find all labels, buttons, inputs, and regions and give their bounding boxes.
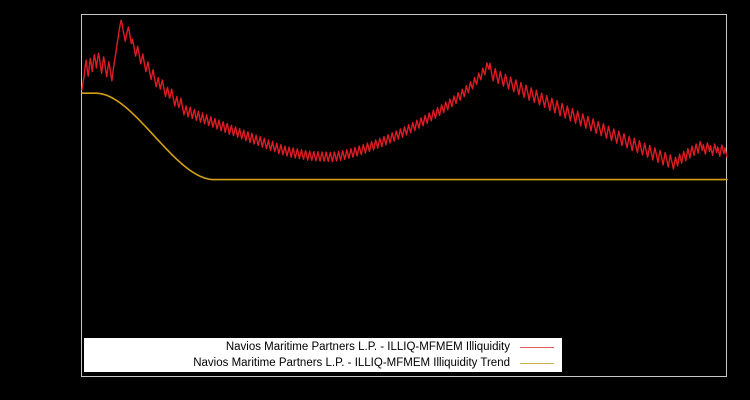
legend-label-illiquidity: Navios Maritime Partners L.P. - ILLIQ-MF… [225,340,510,353]
legend-swatch-illiquidity-trend [520,362,554,364]
illiquidity-line-series [81,19,728,170]
plot-frame-border [81,14,727,377]
chart-legend: Navios Maritime Partners L.P. - ILLIQ-MF… [84,338,562,372]
legend-entry-illiquidity: Navios Maritime Partners L.P. - ILLIQ-MF… [84,339,556,355]
trend-line-series [81,92,728,181]
legend-entry-illiquidity-trend: Navios Maritime Partners L.P. - ILLIQ-MF… [84,355,556,371]
legend-label-illiquidity-trend: Navios Maritime Partners L.P. - ILLIQ-MF… [193,356,510,369]
legend-swatch-illiquidity [520,346,554,348]
